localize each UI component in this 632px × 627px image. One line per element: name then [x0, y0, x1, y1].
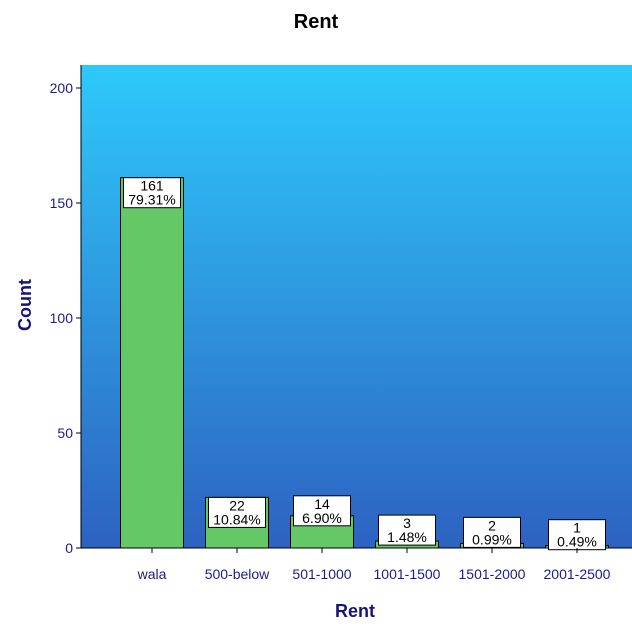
x-tick-label: wala [137, 566, 167, 582]
data-label-count: 1 [573, 520, 581, 536]
data-label-percent: 1.48% [387, 529, 427, 545]
data-label-count: 14 [314, 496, 330, 512]
data-label-count: 3 [403, 515, 411, 531]
data-label-percent: 0.49% [557, 534, 597, 550]
chart-title: Rent [294, 11, 339, 33]
y-tick-label: 200 [50, 80, 74, 96]
y-axis-title: Count [15, 279, 35, 331]
x-tick-label: 500-below [205, 566, 270, 582]
x-axis-title: Rent [335, 601, 375, 621]
data-label-count: 22 [229, 497, 245, 513]
data-label-count: 161 [140, 178, 164, 194]
x-axis-ticks: wala 500-below 501-1000 1001-1500 1501-2000 2… [137, 548, 611, 582]
data-label-percent: 0.99% [472, 531, 512, 547]
y-axis-ticks: 0 50 100 150 200 [50, 80, 81, 556]
data-label-percent: 79.31% [128, 192, 175, 208]
data-label-percent: 6.90% [302, 510, 342, 526]
data-label-box [208, 496, 266, 528]
x-tick-label: 1501-2000 [459, 566, 526, 582]
bar [120, 177, 184, 549]
x-tick-label: 2001-2500 [544, 566, 611, 582]
data-label-box [548, 519, 606, 551]
y-tick-label: 0 [65, 540, 73, 556]
data-label-box [123, 177, 181, 209]
x-tick-label: 501-1000 [292, 566, 351, 582]
data-label-box [463, 516, 521, 548]
data-label-box [293, 495, 351, 527]
y-tick-label: 50 [57, 425, 73, 441]
data-label-percent: 10.84% [213, 511, 260, 527]
x-tick-label: 1001-1500 [374, 566, 441, 582]
data-label-count: 2 [488, 517, 496, 533]
y-tick-label: 100 [50, 310, 74, 326]
y-tick-label: 150 [50, 195, 74, 211]
data-label-box [378, 514, 436, 546]
